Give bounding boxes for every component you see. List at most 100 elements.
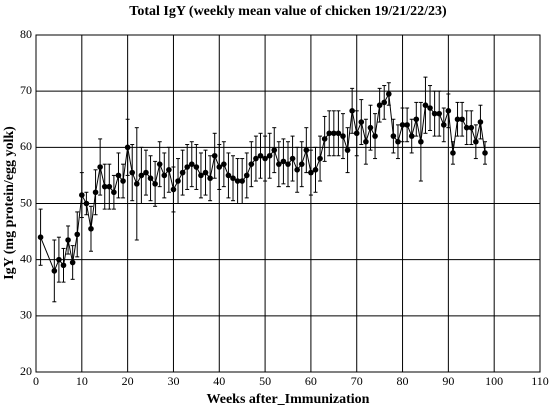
data-point bbox=[358, 119, 365, 125]
y-tick-label: 20 bbox=[20, 364, 32, 378]
data-point bbox=[317, 155, 323, 162]
data-point bbox=[74, 231, 81, 238]
data-point bbox=[257, 152, 264, 159]
data-point bbox=[147, 175, 154, 182]
data-point bbox=[97, 164, 103, 170]
data-point bbox=[193, 164, 200, 170]
data-point bbox=[376, 102, 383, 109]
data-point bbox=[230, 175, 236, 182]
data-point bbox=[239, 178, 245, 184]
data-point bbox=[65, 237, 71, 243]
data-point bbox=[111, 189, 117, 196]
x-tick-label: 60 bbox=[305, 374, 317, 388]
data-point bbox=[37, 234, 44, 240]
data-point bbox=[262, 155, 268, 162]
data-point bbox=[175, 178, 181, 184]
data-point bbox=[450, 150, 456, 156]
y-tick-label: 40 bbox=[20, 251, 32, 265]
data-point bbox=[413, 116, 420, 123]
data-point bbox=[408, 133, 415, 139]
x-tick-label: 0 bbox=[33, 374, 39, 388]
data-point bbox=[280, 158, 287, 165]
data-point bbox=[335, 130, 342, 137]
x-tick-label: 90 bbox=[442, 374, 454, 388]
data-point bbox=[207, 175, 213, 182]
data-point bbox=[367, 124, 374, 131]
x-tick-label: 50 bbox=[259, 374, 271, 388]
data-point bbox=[234, 178, 241, 184]
data-point bbox=[349, 108, 355, 114]
data-point bbox=[445, 108, 452, 114]
data-point bbox=[243, 172, 250, 179]
data-point bbox=[331, 130, 337, 137]
data-point bbox=[353, 130, 360, 137]
data-point bbox=[436, 110, 443, 117]
x-tick-label: 110 bbox=[531, 374, 549, 388]
x-tick-label: 100 bbox=[485, 374, 503, 388]
data-point bbox=[156, 161, 163, 167]
data-point bbox=[298, 161, 305, 167]
y-tick-label: 80 bbox=[20, 27, 32, 41]
data-point bbox=[427, 105, 433, 111]
data-point bbox=[129, 169, 136, 176]
data-point bbox=[395, 138, 401, 145]
data-point bbox=[161, 172, 168, 179]
plot-frame bbox=[35, 34, 541, 373]
x-tick-label: 30 bbox=[167, 374, 179, 388]
data-point bbox=[454, 116, 461, 123]
data-point bbox=[106, 183, 113, 190]
x-tick-label: 10 bbox=[76, 374, 88, 388]
data-point bbox=[221, 161, 227, 167]
data-point bbox=[143, 169, 149, 176]
data-point bbox=[459, 116, 465, 123]
data-point bbox=[88, 225, 94, 232]
data-point bbox=[202, 169, 209, 176]
data-point bbox=[276, 161, 282, 167]
chart-title: Total IgY (weekly mean value of chicken … bbox=[129, 4, 447, 19]
data-point bbox=[418, 138, 424, 145]
data-point bbox=[216, 164, 223, 170]
data-point bbox=[51, 268, 58, 274]
data-point bbox=[266, 152, 273, 159]
data-point bbox=[440, 122, 447, 128]
x-tick-label: 20 bbox=[122, 374, 134, 388]
data-point bbox=[399, 122, 406, 128]
x-tick-label: 80 bbox=[397, 374, 409, 388]
y-tick-label: 60 bbox=[20, 139, 32, 153]
data-point bbox=[166, 167, 172, 173]
data-point bbox=[92, 189, 99, 196]
data-point bbox=[431, 110, 438, 117]
data-point bbox=[179, 169, 186, 176]
data-point bbox=[248, 161, 255, 167]
data-point bbox=[79, 192, 85, 198]
y-tick-label: 70 bbox=[20, 83, 32, 97]
data-point bbox=[404, 122, 410, 128]
y-axis-label: IgY (mg protein/egg yolk) bbox=[2, 126, 17, 280]
data-point bbox=[253, 155, 259, 162]
data-point bbox=[326, 130, 333, 137]
data-point bbox=[363, 138, 369, 145]
data-point bbox=[468, 124, 475, 131]
data-point bbox=[381, 99, 388, 106]
data-point bbox=[211, 152, 218, 159]
y-tick-label: 50 bbox=[20, 195, 32, 209]
data-point bbox=[101, 183, 108, 190]
data-point bbox=[312, 167, 319, 173]
x-tick-label: 70 bbox=[351, 374, 363, 388]
data-point bbox=[372, 133, 378, 139]
data-point bbox=[289, 155, 296, 162]
data-point bbox=[473, 138, 479, 145]
data-point bbox=[152, 181, 158, 187]
data-point bbox=[477, 119, 484, 125]
y-tick-label: 30 bbox=[20, 308, 32, 322]
data-point bbox=[138, 172, 145, 179]
data-point bbox=[294, 167, 300, 173]
x-axis-label: Weeks after_Immunization bbox=[207, 392, 370, 407]
data-point bbox=[184, 164, 190, 170]
data-point bbox=[60, 262, 67, 269]
data-point bbox=[285, 161, 291, 167]
data-point bbox=[271, 147, 278, 153]
data-point bbox=[321, 136, 328, 142]
data-point bbox=[340, 133, 346, 139]
